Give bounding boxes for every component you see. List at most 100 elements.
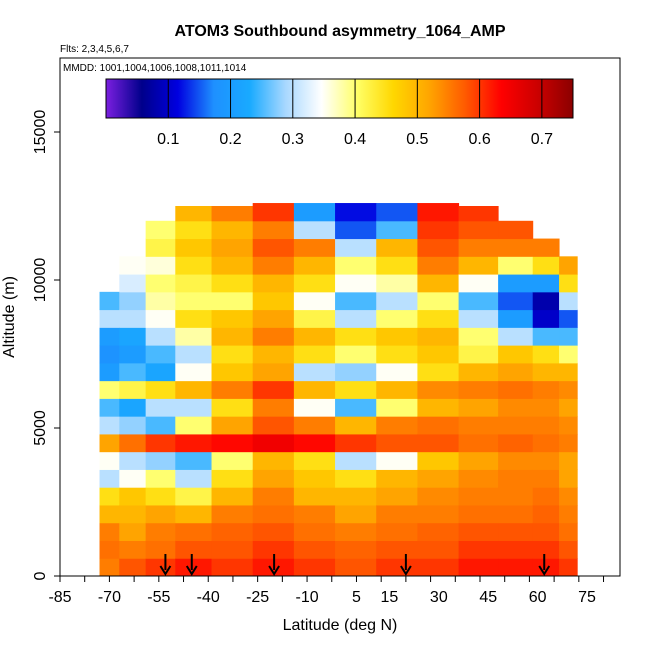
- heatmap-cell: [252, 327, 295, 346]
- heatmap-cell: [559, 487, 578, 506]
- heatmap-cell: [119, 416, 147, 435]
- heatmap-cell: [252, 345, 295, 364]
- heatmap-cell: [211, 451, 254, 470]
- heatmap-cell: [99, 487, 120, 506]
- heatmap-cell: [145, 345, 176, 364]
- heatmap-cell: [99, 309, 120, 328]
- heatmap-cell: [376, 220, 418, 240]
- heatmap-cell: [532, 380, 560, 399]
- heatmap-cell: [211, 274, 254, 293]
- profile-column: [99, 291, 120, 577]
- heatmap-cell: [335, 398, 377, 417]
- heatmap-cell: [252, 540, 295, 559]
- heatmap-cell: [498, 238, 534, 257]
- heatmap-cell: [252, 451, 295, 470]
- heatmap-cell: [335, 274, 377, 293]
- heatmap-cell: [145, 220, 176, 240]
- heatmap-cell: [559, 540, 578, 559]
- heatmap-cell: [293, 203, 336, 222]
- heatmap-cell: [175, 362, 213, 382]
- heatmap-cell: [99, 540, 120, 559]
- heatmap-cell: [376, 433, 418, 453]
- flight-arrow: [400, 554, 412, 576]
- heatmap-cell: [417, 469, 460, 488]
- heatmap-cell: [293, 416, 336, 435]
- x-tick-label: -40: [197, 589, 220, 606]
- heatmap-cell: [417, 540, 460, 559]
- heatmap-cell: [293, 256, 336, 275]
- heatmap-cell: [99, 362, 120, 382]
- heatmap-cell: [145, 380, 176, 399]
- y-tick-label: 15000: [32, 110, 49, 155]
- heatmap-cell: [335, 504, 377, 524]
- heatmap-cell: [252, 416, 295, 435]
- x-tick-label: 45: [479, 589, 497, 606]
- heatmap-cell: [559, 327, 578, 346]
- y-axis: 0 5000 10000 15000: [32, 110, 60, 580]
- heatmap-cell: [119, 522, 147, 541]
- x-tick-label: -10: [295, 589, 318, 606]
- heatmap-cell: [119, 451, 147, 470]
- heatmap-cell: [145, 416, 176, 435]
- heatmap-cell: [211, 220, 254, 240]
- heatmap-cell: [376, 522, 418, 541]
- heatmap-cell: [293, 220, 336, 240]
- heatmap-cell: [335, 327, 377, 346]
- heatmap-cell: [559, 416, 578, 435]
- heatmap-cell: [417, 274, 460, 293]
- heatmap-cell: [175, 469, 213, 488]
- heatmap-cell: [376, 362, 418, 382]
- heatmap-cell: [175, 558, 213, 577]
- heatmap-cell: [145, 433, 176, 453]
- heatmap-cell: [532, 451, 560, 470]
- heatmap-cell: [335, 433, 377, 453]
- profile-column: [119, 256, 147, 577]
- heatmap-cell: [376, 416, 418, 435]
- heatmap-cell: [376, 238, 418, 257]
- heatmap-cell: [417, 256, 460, 275]
- heatmap-cell: [498, 291, 534, 311]
- heatmap-cell: [293, 362, 336, 382]
- heatmap-cell: [175, 522, 213, 541]
- heatmap-cell: [376, 487, 418, 506]
- heatmap-cell: [335, 309, 377, 328]
- heatmap-cell: [252, 256, 295, 275]
- x-axis: -85 -70 -55 -40 -25 -10 5 15 30 45 60 75: [48, 576, 605, 606]
- heatmap-cell: [376, 327, 418, 346]
- heatmap-cell: [532, 309, 560, 328]
- heatmap-cell: [532, 540, 560, 559]
- heatmap-cell: [252, 522, 295, 541]
- heatmap-cell: [175, 345, 213, 364]
- heatmap-cell: [376, 203, 418, 222]
- heatmap-cell: [417, 433, 460, 453]
- heatmap-cell: [211, 206, 254, 222]
- heatmap-cell: [458, 540, 499, 559]
- heatmap-cell: [211, 362, 254, 382]
- heatmap-cell: [498, 433, 534, 453]
- heatmap-cell: [211, 345, 254, 364]
- chart-title: ATOM3 Southbound asymmetry_1064_AMP: [174, 23, 505, 40]
- heatmap-cell: [175, 504, 213, 524]
- heatmap-cell: [293, 291, 336, 311]
- heatmap-cell: [211, 558, 254, 577]
- heatmap-cell: [458, 380, 499, 399]
- heatmap-cell: [211, 327, 254, 346]
- heatmap-cell: [252, 487, 295, 506]
- x-axis-label: Latitude (deg N): [283, 617, 398, 634]
- heatmap-cell: [145, 451, 176, 470]
- x-tick-label: -85: [48, 589, 71, 606]
- heatmap-cell: [145, 398, 176, 417]
- heatmap-cell: [175, 238, 213, 257]
- heatmap-cell: [99, 469, 120, 488]
- flight-arrow: [159, 554, 172, 576]
- heatmap-cell: [376, 558, 418, 577]
- flights-note: Flts: 2,3,4,5,6,7: [60, 44, 129, 55]
- heatmap-cell: [559, 398, 578, 417]
- heatmap-cell: [376, 256, 418, 275]
- heatmap-cell: [252, 309, 295, 328]
- heatmap-cell: [458, 558, 499, 577]
- profile-column: [252, 203, 295, 577]
- heatmap-cell: [293, 433, 336, 453]
- heatmap-cell: [211, 540, 254, 559]
